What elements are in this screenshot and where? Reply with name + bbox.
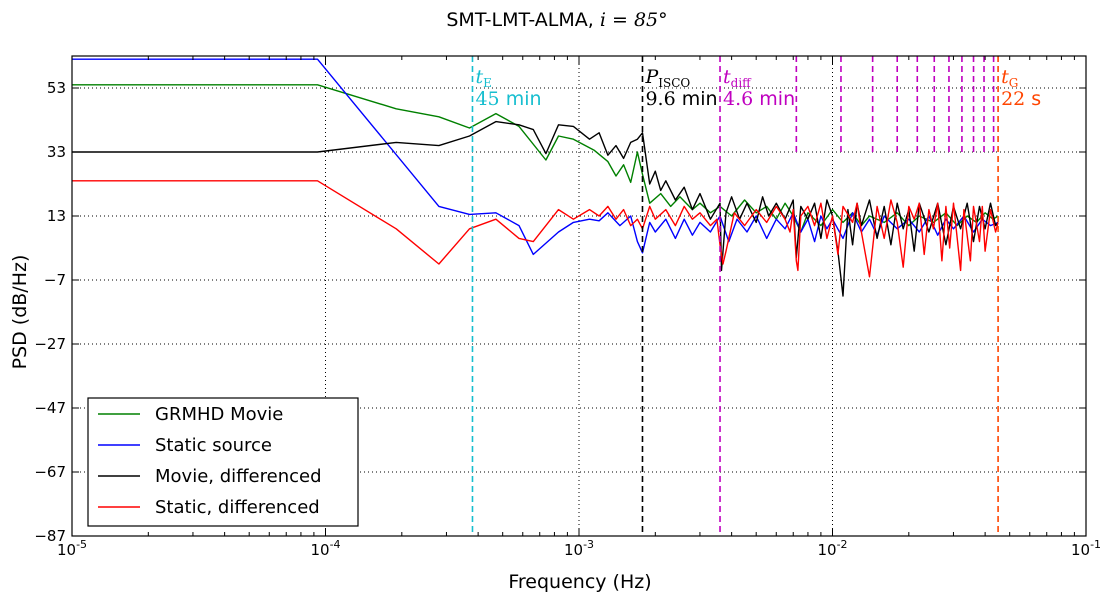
- title-math: i = 85°: [600, 9, 668, 31]
- marker-value-isco: 9.6 min: [645, 88, 717, 110]
- series-line-grmhd-movie: [72, 84, 999, 233]
- y-tick-label: −87: [34, 527, 66, 545]
- marker-value-diff: 4.6 min: [723, 88, 795, 110]
- series-line-static-source: [72, 58, 999, 256]
- series-line-static-differenced: [72, 180, 999, 278]
- legend-box: [87, 397, 359, 527]
- marker-label-g: tG: [1001, 66, 1018, 90]
- x-tick-label: 10-3: [564, 538, 594, 559]
- y-tick-label: −27: [34, 335, 66, 353]
- marker-lines: [471, 56, 999, 536]
- x-axis-label: Frequency (Hz): [508, 571, 651, 593]
- legend-label: Static, differenced: [155, 497, 320, 518]
- x-tick-label: 10-4: [310, 538, 340, 559]
- title-text: SMT-LMT-ALMA,: [446, 9, 600, 31]
- y-tick-label: 13: [47, 207, 66, 225]
- series-line-movie-differenced: [72, 120, 999, 297]
- chart-title: SMT-LMT-ALMA, i = 85°: [446, 9, 667, 31]
- y-tick-label: −67: [34, 463, 66, 481]
- y-tick-labels: 53 33 13 −7 −27 −47 −67 −87: [34, 79, 66, 545]
- x-tick-label: 10-5: [57, 538, 87, 559]
- svg-text:SMT-LMT-ALMA, i = 85°: SMT-LMT-ALMA, i = 85°: [446, 9, 667, 31]
- y-tick-label: 53: [47, 79, 66, 97]
- marker-value-g: 22 s: [1001, 88, 1041, 110]
- x-tick-labels: 10-5 10-4 10-3 10-2 10-1: [57, 538, 1101, 559]
- plot-area: [72, 58, 999, 297]
- marker-label-isco: PISCO: [644, 66, 690, 90]
- marker-label-diff: tdiff: [723, 66, 752, 90]
- marker-value-e: 45 min: [475, 88, 541, 110]
- legend-label: Movie, differenced: [155, 466, 322, 487]
- legend: GRMHD Movie Static source Movie, differenc…: [87, 397, 359, 527]
- y-tick-label: −7: [44, 271, 66, 289]
- legend-label: GRMHD Movie: [155, 404, 283, 425]
- y-tick-label: 33: [47, 143, 66, 161]
- y-tick-label: −47: [34, 399, 66, 417]
- y-axis-label: PSD (dB/Hz): [9, 255, 31, 370]
- x-tick-label: 10-2: [817, 538, 847, 559]
- x-tick-label: 10-1: [1071, 538, 1101, 559]
- marker-label-e: tE: [475, 66, 491, 90]
- legend-label: Static source: [155, 435, 272, 456]
- ticks: [71, 56, 1087, 537]
